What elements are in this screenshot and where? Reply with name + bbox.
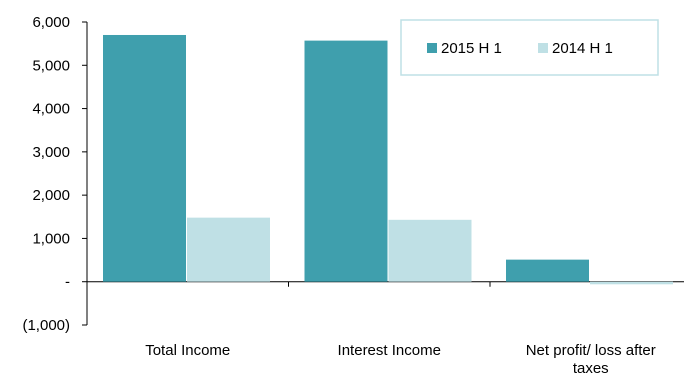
y-tick-label: 5,000 xyxy=(32,57,70,74)
legend-label: 2015 H 1 xyxy=(441,40,502,57)
legend-swatch xyxy=(427,43,437,53)
y-tick-label: - xyxy=(65,274,70,291)
y-tick-label: 2,000 xyxy=(32,187,70,204)
y-axis: (1,000) - 1,000 2,000 3,000 4,000 5,000 6,000 xyxy=(22,14,88,334)
bar-series-2-2 xyxy=(590,281,673,285)
bars xyxy=(103,34,673,285)
legend-box xyxy=(400,19,659,76)
legend-swatch xyxy=(538,43,548,53)
y-tick-label: 1,000 xyxy=(32,230,70,247)
category-label: Net profit/ loss after xyxy=(526,342,656,359)
legend: 2015 H 1 2014 H 1 xyxy=(400,19,659,76)
bar-series-1-0 xyxy=(103,34,186,282)
y-tick-label: (1,000) xyxy=(22,317,70,334)
category-labels: Total Income Interest Income Net profit/ l… xyxy=(145,342,656,377)
category-label: taxes xyxy=(573,360,609,374)
bar-series-1-1 xyxy=(304,40,388,282)
bar-series-2-1 xyxy=(388,219,472,282)
y-tick-label: 6,000 xyxy=(32,14,70,31)
category-label: Total Income xyxy=(145,342,230,359)
legend-label: 2014 H 1 xyxy=(552,40,613,57)
category-label: Interest Income xyxy=(338,342,441,359)
bar-series-1-2 xyxy=(506,259,589,282)
y-tick-label: 3,000 xyxy=(32,144,70,161)
y-tick-label: 4,000 xyxy=(32,101,70,118)
bar-series-2-0 xyxy=(187,217,270,282)
